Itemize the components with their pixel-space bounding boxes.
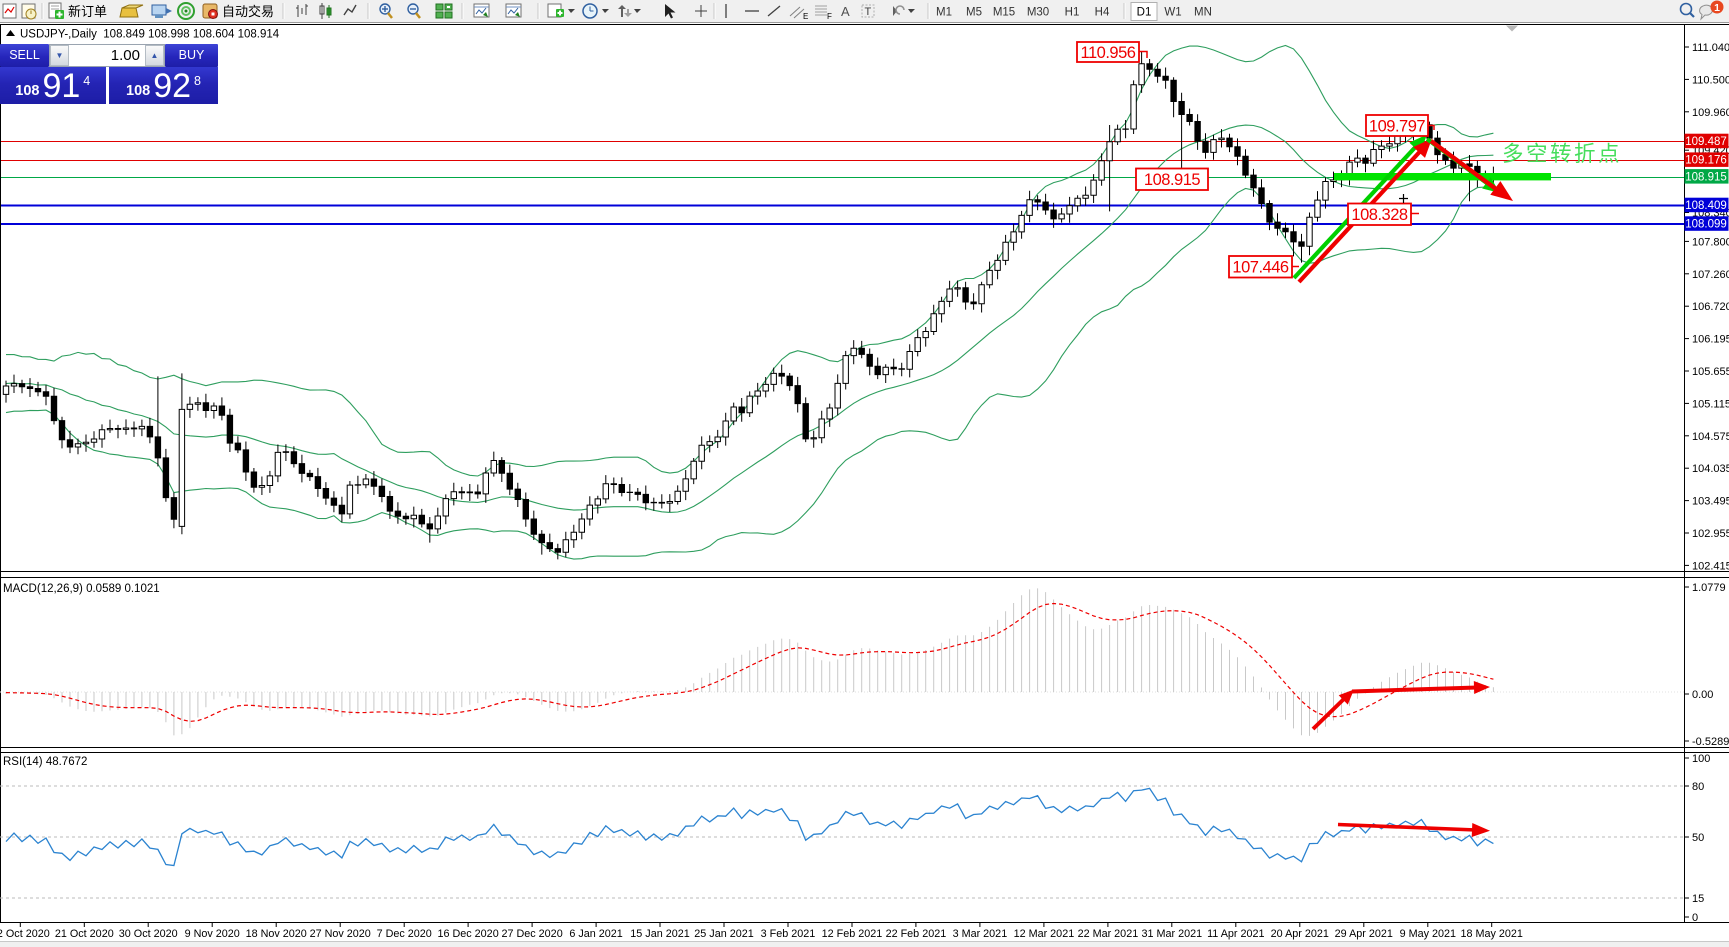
svg-text:106.720: 106.720 <box>1692 301 1729 313</box>
svg-text:21 Oct 2020: 21 Oct 2020 <box>55 928 114 940</box>
svg-text:20 Apr 2021: 20 Apr 2021 <box>1271 928 1329 940</box>
svg-text:自动交易: 自动交易 <box>222 4 274 19</box>
svg-text:H1: H1 <box>1065 7 1080 19</box>
svg-text:11 Apr 2021: 11 Apr 2021 <box>1207 928 1264 940</box>
svg-text:15: 15 <box>1692 893 1704 905</box>
svg-text:105.115: 105.115 <box>1692 398 1729 410</box>
svg-text:111.040: 111.040 <box>1692 42 1729 54</box>
svg-text:22 Mar 2021: 22 Mar 2021 <box>1078 928 1139 940</box>
svg-text:18 May 2021: 18 May 2021 <box>1460 928 1522 940</box>
svg-text:W1: W1 <box>1164 7 1181 19</box>
svg-text:F: F <box>827 12 832 21</box>
svg-text:108.328: 108.328 <box>1351 206 1407 224</box>
svg-text:16 Dec 2020: 16 Dec 2020 <box>437 928 498 940</box>
svg-text:108.409: 108.409 <box>1685 200 1727 212</box>
svg-text:103.495: 103.495 <box>1692 496 1729 508</box>
svg-text:30 Oct 2020: 30 Oct 2020 <box>119 928 178 940</box>
svg-text:12 Oct 2020: 12 Oct 2020 <box>0 928 50 940</box>
svg-text:0: 0 <box>1692 912 1698 924</box>
svg-text:80: 80 <box>1692 781 1704 793</box>
svg-text:MACD(12,26,9) 0.0589 0.1021: MACD(12,26,9) 0.0589 0.1021 <box>3 583 160 595</box>
svg-text:USDJPY-,Daily 108.849 108.998: USDJPY-,Daily 108.849 108.998 108.604 10… <box>20 29 280 41</box>
svg-text:108.915: 108.915 <box>1144 171 1200 189</box>
svg-text:27 Dec 2020: 27 Dec 2020 <box>501 928 562 940</box>
svg-text:A: A <box>841 4 850 19</box>
svg-text:108.099: 108.099 <box>1685 219 1727 231</box>
svg-text:6 Jan 2021: 6 Jan 2021 <box>569 928 622 940</box>
svg-text:9 Nov 2020: 9 Nov 2020 <box>185 928 240 940</box>
svg-text:1.0779: 1.0779 <box>1692 582 1726 594</box>
svg-text:109.797: 109.797 <box>1369 117 1425 135</box>
svg-text:E: E <box>803 12 808 21</box>
svg-text:7 Dec 2020: 7 Dec 2020 <box>377 928 432 940</box>
svg-text:104.035: 104.035 <box>1692 463 1729 475</box>
svg-text:T: T <box>865 6 872 18</box>
svg-text:M30: M30 <box>1027 7 1049 19</box>
svg-text:多空转折点: 多空转折点 <box>1502 142 1622 166</box>
svg-text:31 Mar 2021: 31 Mar 2021 <box>1141 928 1202 940</box>
svg-text:110.956: 110.956 <box>1081 44 1136 62</box>
svg-text:D1: D1 <box>1137 7 1152 19</box>
svg-text:-0.5289: -0.5289 <box>1692 736 1729 748</box>
svg-text:109.176: 109.176 <box>1685 155 1727 167</box>
svg-text:102.415: 102.415 <box>1692 560 1729 572</box>
svg-text:15 Jan 2021: 15 Jan 2021 <box>630 928 689 940</box>
svg-text:107.800: 107.800 <box>1692 236 1729 248</box>
svg-text:0.00: 0.00 <box>1692 689 1713 701</box>
svg-text:27 Nov 2020: 27 Nov 2020 <box>310 928 371 940</box>
svg-text:RSI(14) 48.7672: RSI(14) 48.7672 <box>3 756 87 768</box>
svg-text:29 Apr 2021: 29 Apr 2021 <box>1335 928 1393 940</box>
svg-text:107.446: 107.446 <box>1232 259 1288 277</box>
svg-text:1: 1 <box>1714 2 1720 14</box>
svg-text:107.260: 107.260 <box>1692 269 1729 281</box>
svg-text:M15: M15 <box>993 7 1015 19</box>
svg-text:9 May 2021: 9 May 2021 <box>1400 928 1456 940</box>
svg-text:3 Mar 2021: 3 Mar 2021 <box>953 928 1008 940</box>
svg-text:25 Jan 2021: 25 Jan 2021 <box>694 928 753 940</box>
svg-text:109.960: 109.960 <box>1692 107 1729 119</box>
svg-text:105.655: 105.655 <box>1692 366 1729 378</box>
svg-text:108.915: 108.915 <box>1685 171 1727 183</box>
svg-text:102.955: 102.955 <box>1692 528 1729 540</box>
svg-text:12 Feb 2021: 12 Feb 2021 <box>822 928 883 940</box>
svg-text:50: 50 <box>1692 832 1704 844</box>
svg-text:M5: M5 <box>966 7 982 19</box>
svg-text:3 Feb 2021: 3 Feb 2021 <box>761 928 816 940</box>
svg-text:新订单: 新订单 <box>68 4 107 19</box>
svg-text:MN: MN <box>1194 7 1212 19</box>
svg-text:106.195: 106.195 <box>1692 334 1729 346</box>
svg-text:18 Nov 2020: 18 Nov 2020 <box>246 928 307 940</box>
svg-text:M1: M1 <box>936 7 952 19</box>
svg-text:104.575: 104.575 <box>1692 431 1729 443</box>
svg-text:H4: H4 <box>1095 7 1110 19</box>
svg-text:110.500: 110.500 <box>1692 74 1729 86</box>
svg-text:100: 100 <box>1692 753 1710 765</box>
svg-text:109.487: 109.487 <box>1685 136 1727 148</box>
svg-text:22 Feb 2021: 22 Feb 2021 <box>886 928 947 940</box>
svg-text:12 Mar 2021: 12 Mar 2021 <box>1014 928 1075 940</box>
